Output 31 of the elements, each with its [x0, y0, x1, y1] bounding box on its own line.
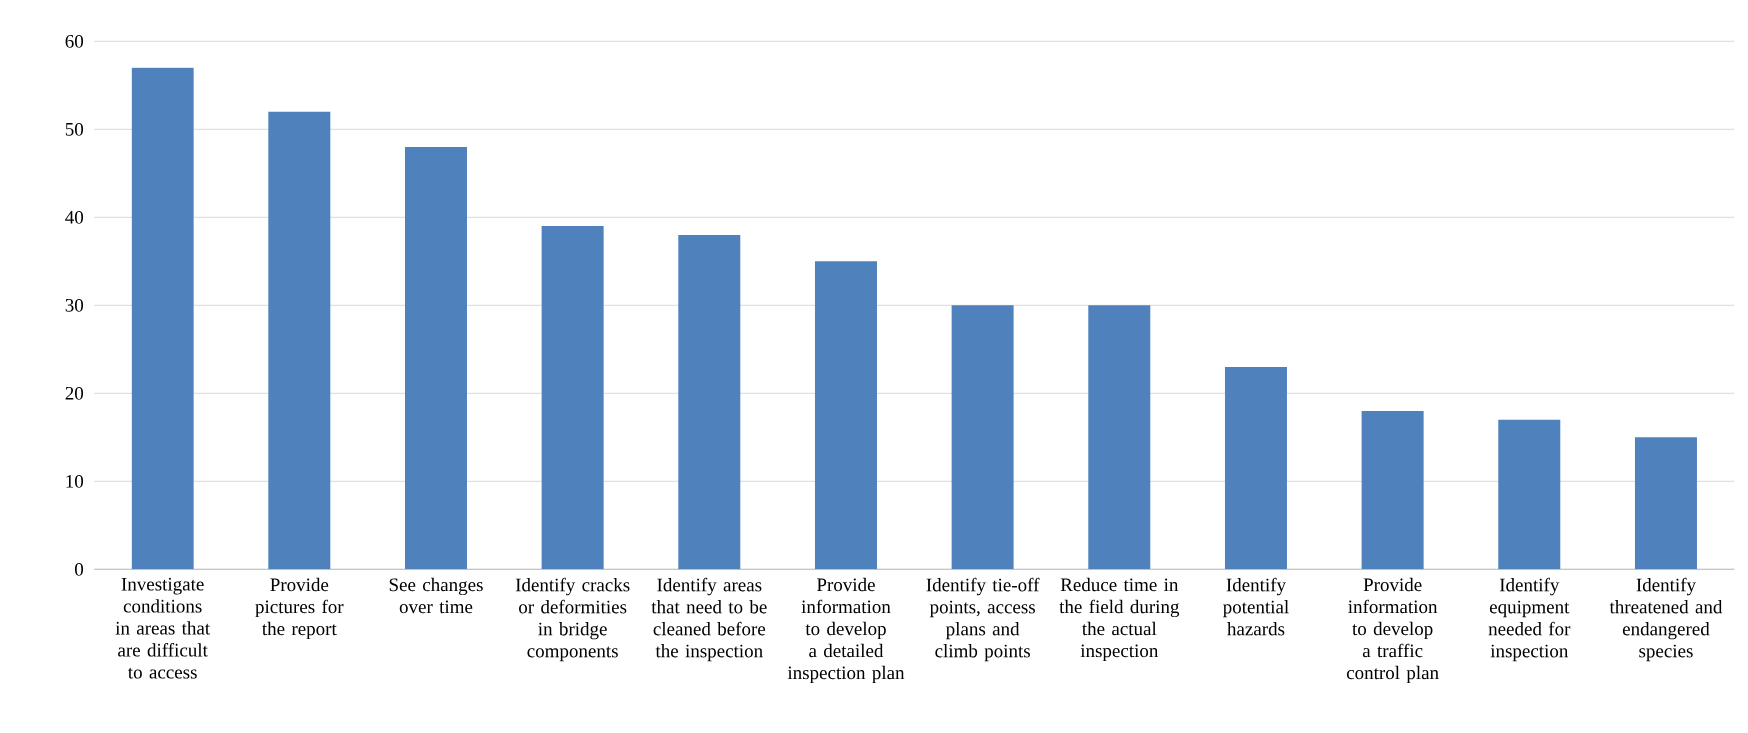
bar [131, 67, 194, 570]
x-tick-label: Identify potential hazards [1223, 577, 1289, 636]
x-tick-label: Reduce time in the field during the actual inspection [1059, 577, 1180, 662]
bar [404, 146, 467, 570]
bar [951, 305, 1014, 570]
x-tick-label: Provide information to develop a detailed inspection plan [787, 577, 905, 684]
y-tick-label: 20 [65, 386, 84, 400]
bar [678, 234, 741, 570]
bar [814, 261, 877, 570]
x-tick-label: See changes over time [389, 577, 483, 614]
y-tick-label: 30 [65, 298, 84, 312]
x-tick-label: Identify areas that need to be cleaned before the inspection [651, 577, 767, 662]
y-tick-label: 50 [65, 122, 84, 136]
bar [1361, 410, 1424, 570]
x-tick-label: Identify tie-off points, access plans and climb points [926, 577, 1040, 662]
x-tick-label: Identify equipment needed for inspection [1488, 577, 1571, 662]
bar [1634, 437, 1697, 570]
x-tick-label: Identify cracks or deformities in bridge components [515, 577, 630, 662]
x-tick-label: Identify threatened and endangered species [1609, 577, 1723, 662]
bar [268, 111, 331, 570]
bar [541, 226, 604, 570]
bar [1224, 366, 1287, 570]
bar [1088, 305, 1151, 570]
y-tick-label: 10 [66, 474, 84, 488]
x-tick-label: Provide information to develop a traffic control plan [1346, 577, 1439, 684]
y-tick-label: 40 [65, 210, 84, 224]
bar [1498, 419, 1561, 570]
x-tick-label: Investigate conditions in areas that are difficult to access [115, 577, 211, 679]
x-tick-label: Provide pictures for the report [255, 577, 344, 640]
y-tick-label: 0 [75, 562, 84, 576]
y-tick-label: 60 [65, 34, 84, 48]
